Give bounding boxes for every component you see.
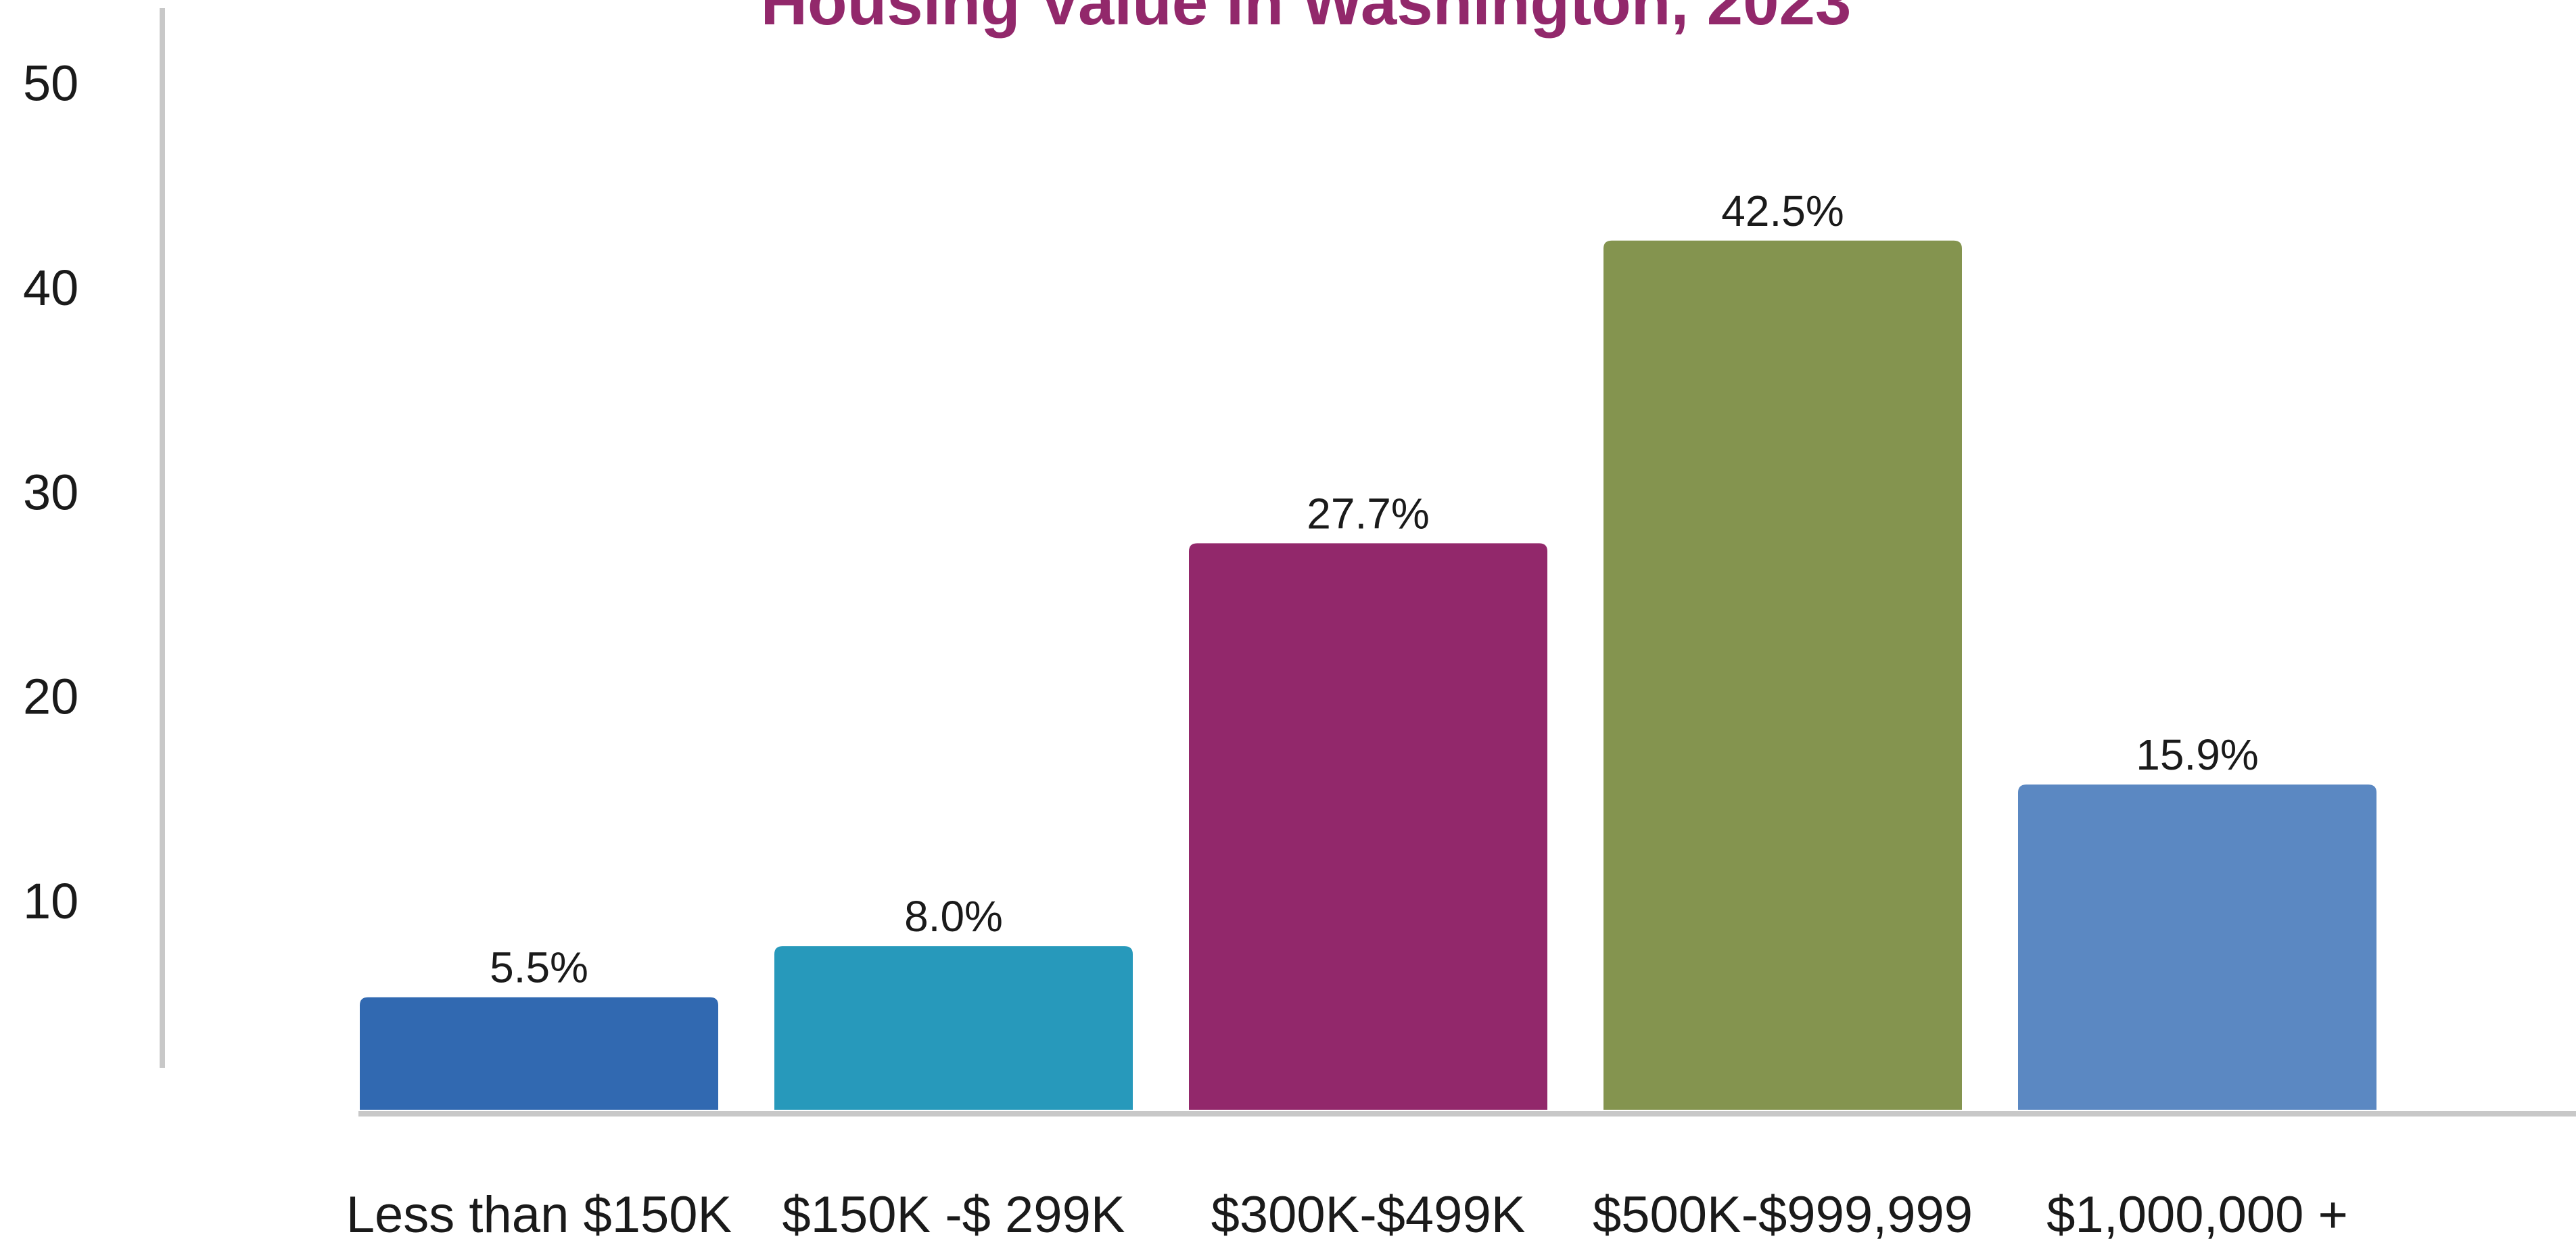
chart-title: Housing Value in Washington, 2023 [761, 0, 1852, 39]
y-tick-label: 30 [23, 464, 78, 520]
y-tick-label: 10 [23, 873, 78, 929]
x-tick-label: Less than $150K [346, 1186, 732, 1244]
data-label: 15.9% [2136, 730, 2258, 779]
y-tick-label: 40 [23, 260, 78, 316]
data-label: 5.5% [490, 943, 588, 992]
data-label: 8.0% [904, 892, 1003, 941]
bar [360, 997, 718, 1110]
y-tick-label: 20 [23, 669, 78, 725]
data-label: 27.7% [1307, 489, 1429, 538]
x-tick-label: $500K-$999,999 [1593, 1186, 1973, 1244]
bar [1189, 543, 1547, 1110]
data-label: 42.5% [1721, 187, 1844, 235]
bar [1603, 240, 1962, 1110]
x-tick-label: $150K -$ 299K [782, 1186, 1125, 1244]
bar [2018, 784, 2376, 1110]
y-tick-label: 50 [23, 55, 78, 112]
bar [774, 946, 1133, 1110]
x-tick-label: $300K-$499K [1211, 1186, 1526, 1244]
x-tick-label: $1,000,000 + [2046, 1186, 2348, 1244]
